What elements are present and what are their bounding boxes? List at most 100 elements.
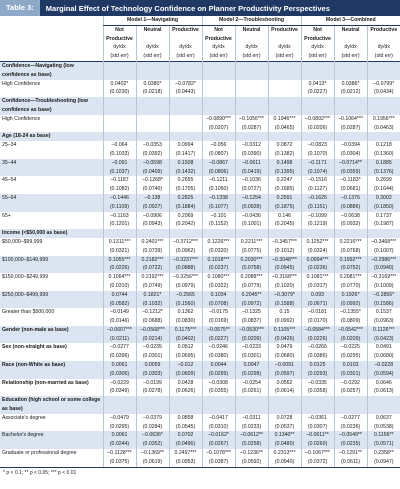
std-err: (0.0260) xyxy=(307,441,328,448)
value-cell: 0.0562 (0.0614) xyxy=(267,378,302,397)
value-cell: 0.2655 (0.1705) xyxy=(168,176,203,194)
value-cell: –0.1291** (0.0611) xyxy=(333,449,368,467)
std-err: (0.0770) xyxy=(340,282,361,289)
value-cell: 0.2313*** (0.0940) xyxy=(267,449,302,467)
estimate: 0.1508 xyxy=(177,159,194,166)
value-cell: 0.0061 (0.0244) xyxy=(102,431,136,450)
stat-label: (std err) xyxy=(209,53,228,60)
std-err: (0.0465) xyxy=(274,124,295,131)
estimate: –0.0199 xyxy=(143,379,162,386)
header-row: Not Productive Neutral Productive Not Produ… xyxy=(0,25,400,44)
std-err: (0.0402) xyxy=(175,335,196,342)
value-cell: 0.1055*** (0.0226) xyxy=(102,255,136,274)
estimate: –0.0312 xyxy=(242,142,261,149)
estimate: –0.0906 xyxy=(143,212,162,219)
std-err: (0.1417) xyxy=(175,150,196,157)
std-err: (0.0928) xyxy=(241,203,262,210)
estimate: –0.0233 xyxy=(242,344,261,351)
estimate: 0.1252*** xyxy=(306,238,329,245)
value-cell: 0.1508 (0.1432) xyxy=(168,158,203,177)
std-err: (0.0680) xyxy=(274,353,295,360)
std-err: (0.0688) xyxy=(142,318,163,325)
value-cell xyxy=(168,114,203,133)
estimate: –0.0091 xyxy=(275,362,294,369)
row-label: High Confidence xyxy=(2,80,41,87)
estimate: –0.0479 xyxy=(110,414,129,421)
std-err: (0.0722) xyxy=(142,265,163,272)
std-err: (0.0537) xyxy=(274,423,295,430)
stat-label: dy/dx xyxy=(113,44,126,51)
value-cell: 0.0428 (0.0626) xyxy=(168,378,203,397)
std-err: (0.0752) xyxy=(340,265,361,272)
empty-cell xyxy=(201,229,236,238)
estimate: –0.1211 xyxy=(209,177,228,184)
estimate: –0.1099 xyxy=(308,212,327,219)
row-label: $100,000–$149,999 xyxy=(2,256,49,263)
std-err: (0.0463) xyxy=(374,124,394,131)
estimate: 0.2069 xyxy=(177,212,194,219)
value-cell: –0.0607*** (0.0211) xyxy=(102,325,136,344)
std-err: (0.0236) xyxy=(340,423,361,430)
value-cell: 0.0744 (0.0582) xyxy=(102,290,136,309)
estimate: 0.0047 xyxy=(243,362,260,369)
std-err: (0.0298) xyxy=(241,370,262,377)
std-err: (0.0571) xyxy=(374,441,394,448)
data-row: $150,000–$249,999 0.1064*** (0.0310) 0.2192… xyxy=(0,273,400,291)
value-cell: –0.0379 (0.0284) xyxy=(135,413,169,432)
model-header: Model 2—Troubleshooting xyxy=(201,16,302,26)
value-cell: 0.1126*** (0.0423) xyxy=(366,325,400,344)
estimate: 0.1105*** xyxy=(273,326,296,333)
estimate: 0.0428 xyxy=(177,379,194,386)
std-err: (0.0237) xyxy=(208,265,229,272)
empty-cell xyxy=(135,61,169,80)
section-title: Confidence—Navigating (low confidence as… xyxy=(2,62,74,78)
value-cell: –0.1446 (0.1109) xyxy=(102,193,136,212)
std-err: (0.0390) xyxy=(241,150,262,157)
stat-label: dy/dx xyxy=(311,44,324,51)
std-err: (0.0218) xyxy=(142,89,163,96)
data-row: 35–44 –0.091 (0.1037) –0.0598 (0.0409) 0.1508… xyxy=(0,158,400,177)
std-err: (0.0380) xyxy=(208,353,229,360)
empty-cell xyxy=(135,229,169,238)
value-cell: –0.0277 (0.0396) xyxy=(102,343,136,362)
std-err: (0.0214) xyxy=(142,335,163,342)
column-header: Neutral xyxy=(234,25,269,44)
data-row: 55–64 –0.1446 (0.1109) –0.138 (0.0927) 0.2825… xyxy=(0,193,400,212)
std-err: (0.1001) xyxy=(241,221,262,228)
row-label: 25–34 xyxy=(2,142,17,149)
estimate: –0.0530*** xyxy=(239,326,264,333)
value-cell: 0.1992*** (0.0752) xyxy=(333,255,368,274)
std-err: (0.0146) xyxy=(109,318,130,325)
stat-cell: dy/dx (std err) xyxy=(366,43,400,62)
data-row: High Confidence –0.0890*** (0.0207) –0.1056… xyxy=(0,114,400,133)
estimate: –0.3079* xyxy=(274,291,295,298)
value-cell: 0.0858 (0.0545) xyxy=(168,413,203,432)
std-err: (0.0310) xyxy=(208,423,229,430)
std-err: (0.0597) xyxy=(274,370,295,377)
std-err: (0.0626) xyxy=(175,388,196,395)
std-err: (0.1201) xyxy=(109,221,130,228)
empty-cell xyxy=(201,97,236,115)
estimate: –0.1212* xyxy=(142,309,163,316)
estimate: 0.0858 xyxy=(177,414,194,421)
empty-cell xyxy=(234,132,269,142)
estimate: –0.1376 xyxy=(341,194,360,201)
estimate: –0.138 xyxy=(144,194,161,201)
value-cell: 0.2825 (0.1884) xyxy=(168,193,203,212)
value-cell: 0.0872 (0.1382) xyxy=(267,141,302,159)
std-err: (0.0943) xyxy=(142,221,163,228)
row-label: Bachelor's degree xyxy=(2,432,44,439)
std-err: (0.0727) xyxy=(241,186,262,193)
std-err: (0.0775) xyxy=(241,247,262,254)
empty-cell xyxy=(300,61,335,80)
empty-cell xyxy=(333,97,368,115)
data-row: 65+ –0.1163 (0.1201) –0.0906 (0.0943) 0.2069 (… xyxy=(0,211,400,230)
estimate: –0.0782* xyxy=(175,80,196,87)
std-err: (0.1586) xyxy=(374,300,394,307)
value-cell: –0.0235 (0.0301) xyxy=(135,343,169,362)
std-err: (0.0992) xyxy=(274,318,295,325)
estimate: 0.2247 xyxy=(276,177,293,184)
std-err: (0.2045) xyxy=(274,221,295,228)
empty-cell xyxy=(333,132,368,142)
value-cell: –0.1183* (0.0681) xyxy=(333,176,368,194)
